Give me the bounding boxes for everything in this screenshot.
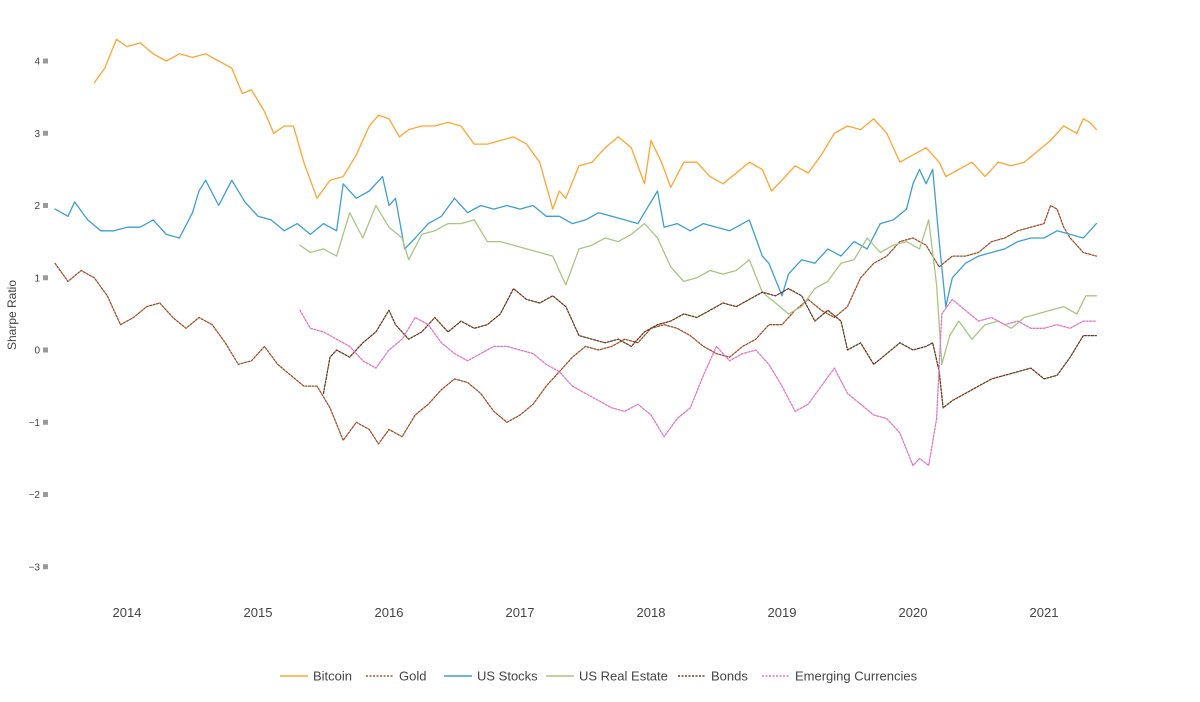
legend-item-bonds[interactable]: Bonds [678,669,748,684]
legend-label: Bitcoin [313,669,352,684]
y-axis: 4 3 2 1 0 −1 −2 −3 [29,57,48,573]
y-tick-marker [43,58,48,64]
legend-label: Gold [399,669,426,684]
legend-label: Bonds [711,669,748,684]
y-tick-marker [43,347,48,353]
legend-label: US Real Estate [579,669,668,684]
legend-item-gold[interactable]: Gold [366,669,426,684]
y-tick-marker [43,492,48,497]
x-axis: 2014 2015 2016 2017 2018 2019 2020 2021 [113,605,1059,620]
legend-item-us-real-estate[interactable]: US Real Estate [546,669,668,684]
y-tick-label: 4 [34,57,40,68]
x-tick-label: 2016 [375,605,404,620]
y-tick-label: 0 [34,346,40,357]
y-axis-title: Sharpe Ratio [5,280,19,350]
y-tick-marker [43,275,48,281]
y-tick-marker [43,130,48,136]
x-tick-label: 2018 [637,605,666,620]
y-tick-marker [43,564,48,570]
legend-item-us-stocks[interactable]: US Stocks [444,669,538,684]
x-tick-label: 2021 [1030,605,1059,620]
series-line-bonds[interactable] [322,287,1098,409]
y-tick-label: −2 [29,490,41,501]
plot-area [54,38,1098,467]
series-line-emerging-currencies[interactable] [299,298,1098,467]
legend-item-emerging-currencies[interactable]: Emerging Currencies [762,669,918,684]
x-tick-label: 2015 [244,605,273,620]
y-tick-label: −3 [29,562,41,573]
y-tick-label: 1 [34,273,40,284]
x-tick-label: 2017 [506,605,535,620]
y-tick-marker [43,203,48,208]
series-line-gold[interactable] [54,204,1098,445]
series-line-us-real-estate[interactable] [299,204,1098,366]
y-tick-label: −1 [29,418,41,429]
legend-label: Emerging Currencies [795,669,918,684]
legend-item-bitcoin[interactable]: Bitcoin [280,669,352,684]
series-line-bitcoin[interactable] [93,38,1098,210]
legend[interactable]: Bitcoin Gold US Stocks US Real Estate Bonds E… [280,669,918,684]
x-tick-label: 2020 [899,605,928,620]
x-tick-label: 2019 [768,605,797,620]
legend-label: US Stocks [477,669,538,684]
x-tick-label: 2014 [113,605,142,620]
series-line-us-stocks[interactable] [54,168,1098,308]
y-tick-label: 3 [34,129,40,140]
y-tick-marker [43,419,48,425]
y-tick-label: 2 [34,201,40,212]
